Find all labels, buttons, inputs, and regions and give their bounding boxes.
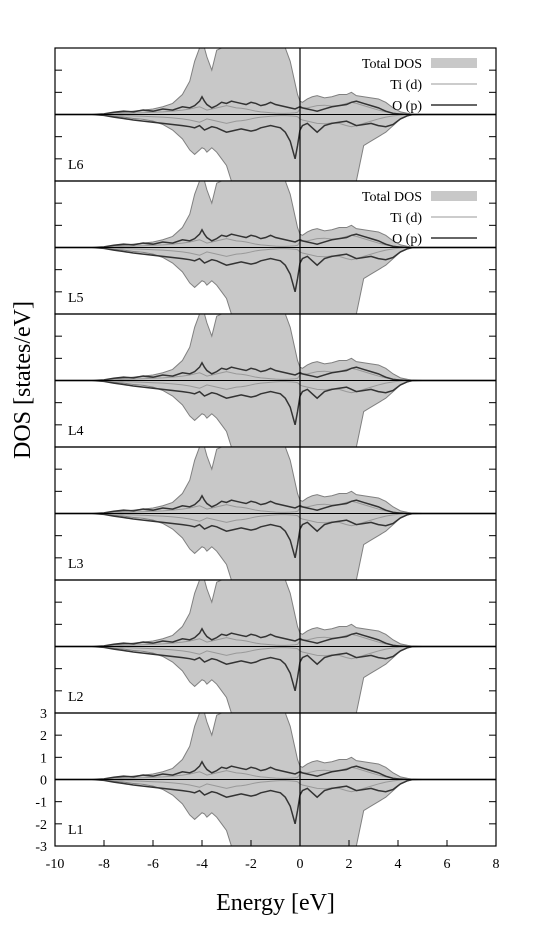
o-p-up-line xyxy=(55,228,496,249)
o-p-down-line xyxy=(55,512,496,559)
ti-d-up-line xyxy=(55,500,496,514)
panel-l6: L6 Total DOS Ti (d) O (p) xyxy=(54,47,497,182)
o-p-up-line xyxy=(55,361,496,382)
x-tick-label: -8 xyxy=(98,857,110,872)
plot-area xyxy=(55,580,496,713)
plot-area xyxy=(55,48,496,181)
panel-label: L3 xyxy=(68,557,84,572)
o-p-down-line xyxy=(55,246,496,293)
o-p-down-line xyxy=(55,379,496,426)
total-dos-up-area xyxy=(55,447,496,514)
x-tick-label: -2 xyxy=(245,857,257,872)
y-tick-label: 1 xyxy=(40,751,47,766)
panel-label: L5 xyxy=(68,291,84,306)
panel-l1: L1 xyxy=(54,712,497,847)
panel-label: L4 xyxy=(68,424,84,439)
panels-layer: L6 Total DOS Ti (d) O (p) L5 Total DOS Ti (d) O… xyxy=(54,47,497,847)
y-tick-label: 0 xyxy=(40,774,47,789)
legend-entry-label: Ti (d) xyxy=(390,78,422,93)
y-axis-title: DOS [states/eV] xyxy=(10,301,36,459)
o-p-up-line xyxy=(55,627,496,648)
o-p-down-line xyxy=(55,113,496,160)
total-dos-down-area xyxy=(55,779,496,846)
legend-swatch-total xyxy=(431,191,477,201)
ti-d-up-line xyxy=(55,234,496,248)
total-dos-down-area xyxy=(55,646,496,713)
plot-area xyxy=(55,713,496,846)
o-p-up-line xyxy=(55,95,496,116)
plot-area xyxy=(55,181,496,314)
total-dos-down-area xyxy=(55,114,496,181)
plot-area xyxy=(55,447,496,580)
o-p-down-line xyxy=(55,778,496,825)
panel-l4: L4 xyxy=(54,313,497,448)
legend-entry-label: O (p) xyxy=(392,232,422,247)
legend-entry-label: Ti (d) xyxy=(390,211,422,226)
x-tick-label: -10 xyxy=(46,857,65,872)
total-dos-down-area xyxy=(55,513,496,580)
o-p-down-line xyxy=(55,645,496,692)
panel-label: L6 xyxy=(68,158,84,173)
total-dos-down-area xyxy=(55,380,496,447)
total-dos-up-area xyxy=(55,48,496,115)
ti-d-up-line xyxy=(55,101,496,115)
x-tick-label: 0 xyxy=(297,857,304,872)
y-tick-label: -1 xyxy=(35,796,47,811)
o-p-up-line xyxy=(55,760,496,781)
x-tick-label: 6 xyxy=(444,857,451,872)
o-p-up-line xyxy=(55,494,496,515)
plot-area xyxy=(55,314,496,447)
legend-swatch-total xyxy=(431,58,477,68)
ti-d-up-line xyxy=(55,633,496,647)
x-tick-label: 2 xyxy=(346,857,353,872)
x-axis-title: Energy [eV] xyxy=(216,890,335,916)
ti-d-up-line xyxy=(55,766,496,780)
legend-entry-label: Total DOS xyxy=(362,190,422,205)
panel-l3: L3 xyxy=(54,446,497,581)
x-tick-label: 8 xyxy=(493,857,500,872)
panel-l5: L5 Total DOS Ti (d) O (p) xyxy=(54,180,497,315)
total-dos-up-area xyxy=(55,580,496,647)
panel-l2: L2 xyxy=(54,579,497,714)
x-tick-label: -6 xyxy=(147,857,159,872)
y-tick-label: 2 xyxy=(40,729,47,744)
ti-d-up-line xyxy=(55,367,496,381)
total-dos-up-area xyxy=(55,713,496,780)
x-tick-label: -4 xyxy=(196,857,208,872)
y-tick-label: -3 xyxy=(35,840,47,855)
x-tick-label: 4 xyxy=(395,857,402,872)
total-dos-up-area xyxy=(55,314,496,381)
legend-entry-label: O (p) xyxy=(392,99,422,114)
y-tick-label: -2 xyxy=(35,818,47,833)
x-axis: -10 -8 -6 -4 -2 0 2 4 6 8 xyxy=(46,840,500,872)
legend-entry-label: Total DOS xyxy=(362,57,422,72)
total-dos-up-area xyxy=(55,181,496,248)
y-tick-label: 3 xyxy=(40,707,47,722)
panel-label: L2 xyxy=(68,690,84,705)
total-dos-down-area xyxy=(55,247,496,314)
panel-frame xyxy=(54,712,497,847)
panel-label: L1 xyxy=(68,823,84,838)
y-axis: -3 -2 -1 0 1 2 3 xyxy=(35,707,47,855)
